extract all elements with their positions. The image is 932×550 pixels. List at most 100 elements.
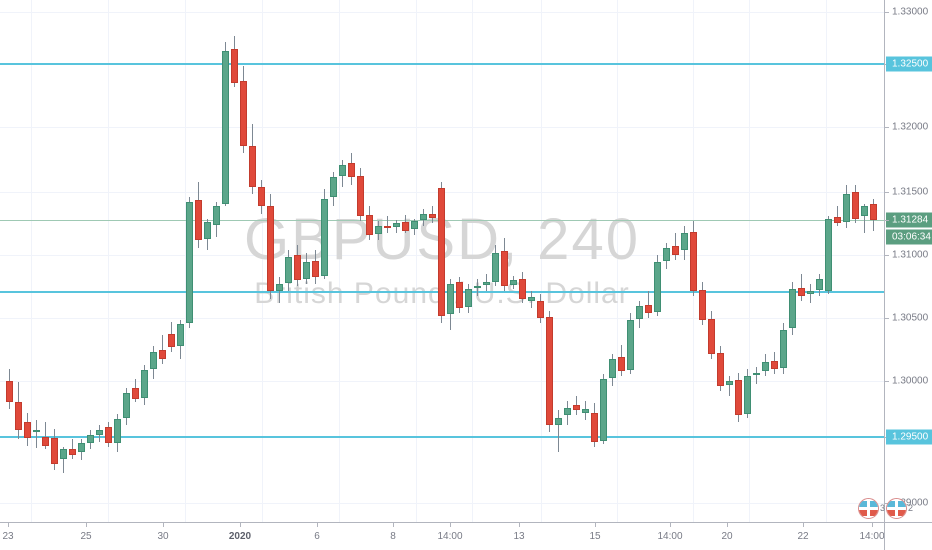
price-level-line-1.29500[interactable] [0,436,884,438]
candle-body-down[interactable] [798,287,805,297]
candle-body-up[interactable] [681,233,688,251]
candle-body-up[interactable] [447,284,454,315]
last-price-badge[interactable]: 1.31284 [886,212,932,228]
candle-body-down[interactable] [294,254,301,281]
candle-body-up[interactable] [492,252,499,282]
candle-body-down[interactable] [267,206,274,292]
candle-body-down[interactable] [195,200,202,241]
candle-body-up[interactable] [276,284,283,292]
candle-body-up[interactable] [213,206,220,225]
price-level-badge-1.32500[interactable]: 1.32500 [886,56,932,72]
candle-body-down[interactable] [870,203,877,221]
candle-body-up[interactable] [627,320,634,371]
candle-body-up[interactable] [87,434,94,444]
candle-body-up[interactable] [339,165,346,177]
candle-body-up[interactable] [114,418,121,444]
candle-body-down[interactable] [402,222,409,231]
candle-body-down[interactable] [618,356,625,372]
candle-body-up[interactable] [483,281,490,286]
candle-body-down[interactable] [366,214,373,236]
candle-body-up[interactable] [816,279,823,291]
candle-body-down[interactable] [240,81,247,146]
candle-body-down[interactable] [132,388,139,400]
candle-body-up[interactable] [411,220,418,230]
candle-body-up[interactable] [789,288,796,328]
candle-body-down[interactable] [519,279,526,299]
candle-body-down[interactable] [438,188,445,316]
candle-body-up[interactable] [744,376,751,414]
candle-body-down[interactable] [537,301,544,319]
candle-body-up[interactable] [177,324,184,346]
candle-body-up[interactable] [186,201,193,323]
candle-body-up[interactable] [465,288,472,308]
candle-body-up[interactable] [609,359,616,378]
candle-body-up[interactable] [528,297,535,302]
candle-body-up[interactable] [330,177,337,197]
candle-body-down[interactable] [42,437,49,446]
candle-body-down[interactable] [312,261,319,277]
candle-body-down[interactable] [6,381,13,402]
candle-body-up[interactable] [375,225,382,235]
candle-body-down[interactable] [231,48,238,83]
candle-body-up[interactable] [204,222,211,240]
candle-body-up[interactable] [150,352,157,370]
economic-event-marker[interactable]: 3 [858,497,885,519]
candle-body-down[interactable] [357,176,364,217]
candle-body-down[interactable] [258,186,265,207]
candle-body-down[interactable] [834,217,841,224]
candle-body-up[interactable] [582,409,589,413]
candle-body-up[interactable] [762,361,769,372]
us-flag-icon[interactable] [858,497,879,519]
candle-body-down[interactable] [15,401,22,430]
candle-body-down[interactable] [735,379,742,416]
candle-body-down[interactable] [573,405,580,411]
candle-body-up[interactable] [510,280,517,286]
candle-body-down[interactable] [51,438,58,464]
candle-body-up[interactable] [654,262,661,312]
candle-body-up[interactable] [663,247,670,261]
candle-body-up[interactable] [555,417,562,425]
candle-body-up[interactable] [303,262,310,280]
candle-body-up[interactable] [33,429,40,432]
candle-body-down[interactable] [69,449,76,456]
candlestick-series[interactable] [0,0,884,522]
plot-area[interactable]: GBPUSD, 240 British Pound / U.S. Dollar [0,0,884,522]
price-level-line-1.32500[interactable] [0,63,884,65]
candle-body-up[interactable] [780,330,787,368]
candle-body-up[interactable] [222,50,229,204]
candle-body-up[interactable] [285,257,292,283]
candle-body-up[interactable] [321,199,328,276]
candle-body-down[interactable] [105,427,112,444]
candle-body-down[interactable] [456,281,463,309]
economic-event-marker[interactable]: 2 [886,497,913,519]
candle-body-up[interactable] [807,291,814,294]
candle-body-down[interactable] [690,231,697,292]
candle-body-up[interactable] [600,378,607,441]
candle-body-up[interactable] [825,218,832,292]
price-level-badge-1.29500[interactable]: 1.29500 [886,429,932,445]
candle-body-up[interactable] [564,407,571,416]
candle-body-down[interactable] [159,349,166,360]
candle-body-down[interactable] [348,162,355,178]
candle-body-down[interactable] [717,353,724,387]
us-flag-icon[interactable] [886,497,908,519]
candle-body-up[interactable] [123,393,130,418]
candle-body-down[interactable] [546,316,553,425]
candle-body-up[interactable] [78,443,85,452]
candle-body-up[interactable] [420,213,427,220]
candle-body-up[interactable] [843,194,850,223]
candle-body-up[interactable] [474,286,481,289]
price-axis[interactable]: 1.33000 1.32500 1.32000 1.31500 1.31000 1.305… [884,0,932,522]
candle-body-down[interactable] [852,191,859,219]
candle-body-down[interactable] [771,360,778,370]
candle-body-down[interactable] [591,412,598,442]
candle-body-up[interactable] [861,206,868,217]
candle-body-up[interactable] [726,381,733,385]
candle-body-down[interactable] [501,251,508,287]
candle-body-down[interactable] [249,145,256,187]
candle-body-down[interactable] [708,319,715,355]
candle-body-down[interactable] [672,246,679,255]
candle-body-up[interactable] [96,429,103,435]
